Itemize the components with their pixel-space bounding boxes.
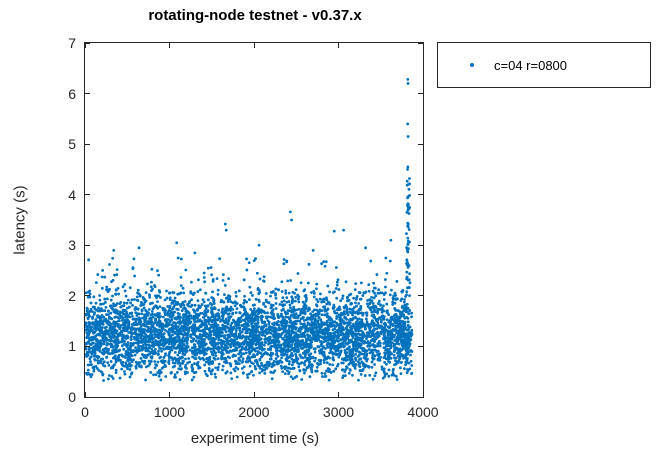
y-tick-label: 5 [68, 136, 76, 153]
x-tick-mark [169, 392, 170, 397]
legend-entry-label: c=04 r=0800 [494, 57, 568, 73]
y-tick-mark [418, 295, 423, 297]
y-tick-mark [418, 345, 423, 347]
y-tick-mark [85, 143, 90, 145]
y-tick-mark [418, 42, 423, 44]
y-tick-mark [85, 295, 90, 297]
y-tick-label: 1 [68, 338, 76, 355]
x-tick-mark [253, 392, 255, 397]
y-tick-mark [85, 42, 90, 44]
x-tick-mark [169, 43, 170, 48]
plot-area [84, 42, 424, 398]
x-tick-mark [422, 392, 424, 397]
x-tick-label: 4000 [407, 404, 439, 420]
legend-box: c=04 r=0800 [437, 42, 651, 88]
x-tick-label: 0 [81, 404, 89, 420]
x-tick-mark [84, 43, 86, 48]
y-tick-label: 6 [68, 85, 76, 102]
y-tick-label: 4 [68, 186, 76, 203]
x-tick-mark [253, 43, 255, 48]
y-axis-label: latency (s) [11, 185, 29, 255]
x-tick-label: 3000 [322, 404, 355, 420]
x-tick-label: 1000 [153, 404, 186, 420]
x-axis-label: experiment time (s) [190, 430, 320, 447]
scatter-canvas [85, 43, 423, 397]
y-tick-mark [418, 194, 423, 196]
y-tick-mark [85, 244, 90, 246]
y-tick-label: 3 [68, 237, 76, 254]
x-tick-mark [84, 392, 86, 397]
y-tick-mark [85, 345, 90, 347]
y-tick-mark [418, 396, 423, 398]
y-tick-mark [418, 143, 423, 145]
x-tick-label: 2000 [238, 404, 270, 420]
legend-point-marker-icon [470, 63, 474, 67]
x-tick-mark [422, 43, 424, 48]
x-tick-mark [338, 43, 339, 48]
x-tick-mark [338, 392, 339, 397]
y-tick-label: 0 [68, 389, 76, 405]
y-tick-mark [85, 93, 90, 95]
y-tick-mark [85, 194, 90, 196]
chart-title: rotating-node testnet - v0.37.x [148, 7, 362, 24]
y-tick-mark [418, 244, 423, 246]
y-tick-label: 2 [68, 287, 76, 304]
y-tick-mark [85, 396, 90, 398]
y-tick-label: 7 [68, 35, 76, 51]
y-tick-mark [418, 93, 423, 95]
